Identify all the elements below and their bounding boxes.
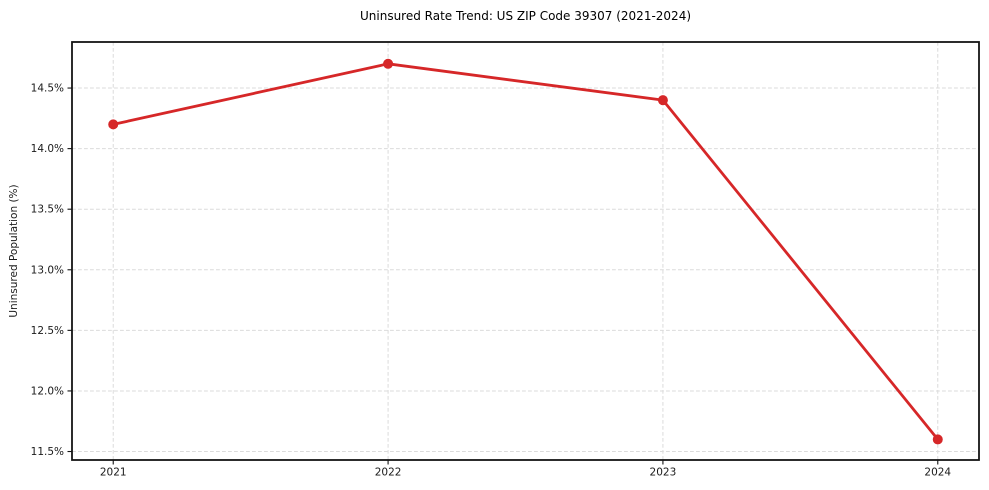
x-tick-label: 2024 — [924, 467, 951, 479]
data-point-marker — [383, 58, 394, 69]
x-tick-label: 2022 — [375, 467, 402, 479]
x-tick-label: 2023 — [650, 467, 677, 479]
data-point-marker — [657, 95, 668, 106]
data-point-marker — [108, 119, 119, 130]
plot-border — [71, 41, 980, 461]
data-point-marker — [932, 434, 943, 445]
x-tick-label: 2021 — [100, 467, 127, 479]
tick-labels: 11.5% 12.0% 12.5% 13.0% 13.5% 14.0% 14.5% 2021 2… — [31, 83, 952, 479]
y-tick-label: 12.5% — [31, 325, 64, 337]
y-tick-label: 11.5% — [31, 446, 64, 458]
chart-title: Uninsured Rate Trend: US ZIP Code 39307 … — [359, 9, 692, 23]
trend-line-series — [108, 58, 943, 445]
trend-line — [111, 62, 940, 441]
y-tick-label: 13.5% — [31, 204, 64, 216]
gridlines — [72, 42, 979, 460]
y-tick-label: 14.5% — [31, 83, 64, 95]
y-tick-label: 12.0% — [31, 385, 64, 397]
y-tick-label: 14.0% — [31, 143, 64, 155]
y-tick-label: 13.0% — [31, 264, 64, 276]
